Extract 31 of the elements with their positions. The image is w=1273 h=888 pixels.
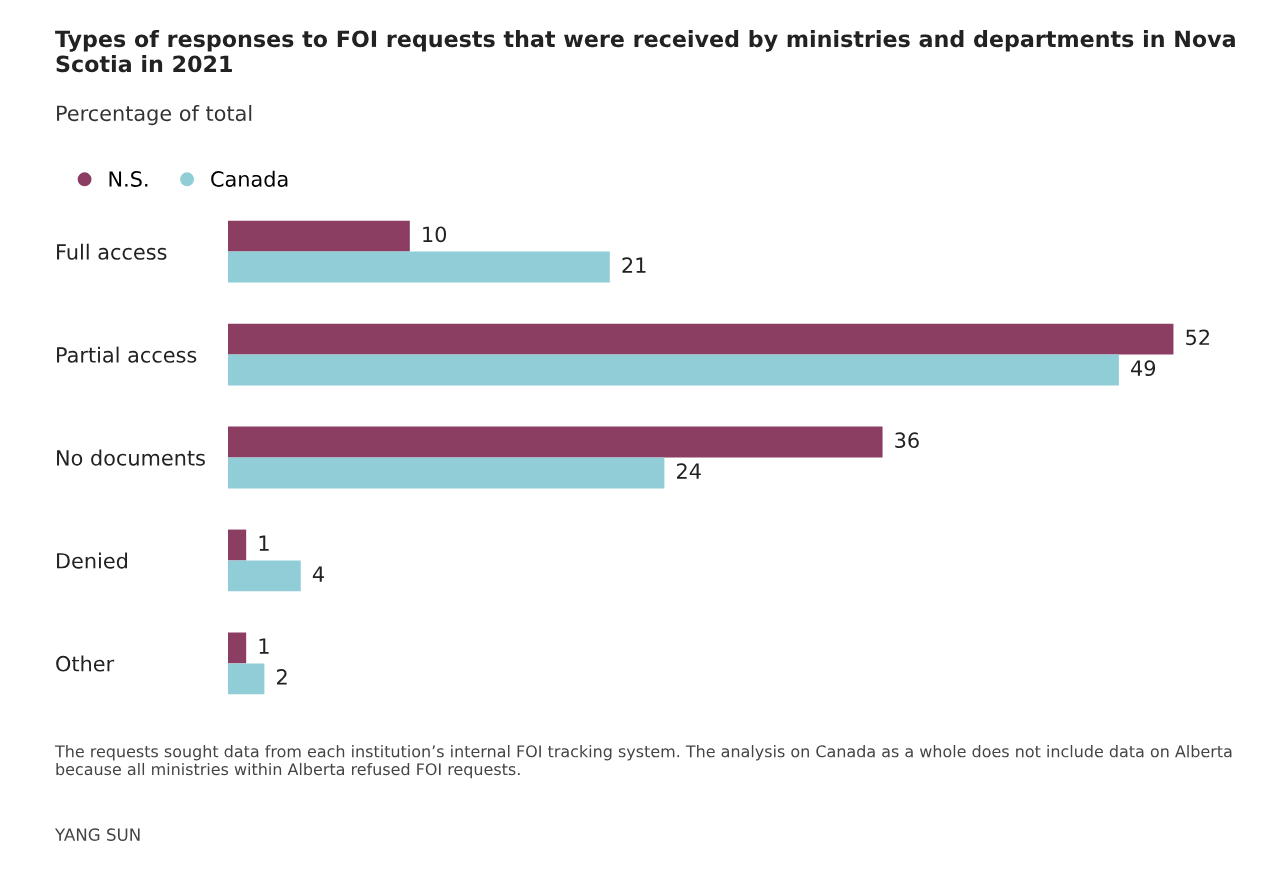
data-label: 36 xyxy=(895,432,919,449)
data-label: 1 xyxy=(259,535,269,551)
bar xyxy=(228,560,301,592)
bar xyxy=(228,529,247,561)
data-label: 52 xyxy=(1186,329,1209,346)
data-label: 21 xyxy=(622,257,646,273)
bar xyxy=(228,663,265,695)
bar xyxy=(228,632,247,664)
data-label: 10 xyxy=(423,226,447,243)
bar xyxy=(228,323,1174,355)
bar xyxy=(228,251,610,283)
bar xyxy=(228,426,883,458)
y-tick-label: Partial access xyxy=(57,346,197,363)
y-tick-label: Full access xyxy=(57,243,167,260)
y-tick-label: Other xyxy=(56,655,115,672)
y-tick-label: No documents xyxy=(57,449,205,466)
data-label: 2 xyxy=(277,669,287,685)
data-label: 4 xyxy=(312,566,324,582)
bar xyxy=(228,220,410,252)
text: YANG SUN xyxy=(54,828,140,841)
legend-label: N.S. xyxy=(109,171,148,187)
data-label: 1 xyxy=(259,638,269,654)
data-label: 49 xyxy=(1131,360,1156,377)
chart-title: Types of responses to FOI requests that were received by ministries and departments in Nova Scotia in 2021 xyxy=(55,30,1235,73)
y-tick-label: Denied xyxy=(57,552,127,569)
bar xyxy=(228,457,665,489)
bar xyxy=(228,354,1119,386)
data-label: 24 xyxy=(677,463,701,479)
text: The requests sought data from each institution’s internal FOI tracking system. The analysis on Canada as a whole does not include data on Alberta because all ministries within Alberta refused FOI requests. xyxy=(54,745,1232,779)
legend-label: Canada xyxy=(211,170,288,187)
chart-subtitle: Percentage of total xyxy=(57,105,252,126)
